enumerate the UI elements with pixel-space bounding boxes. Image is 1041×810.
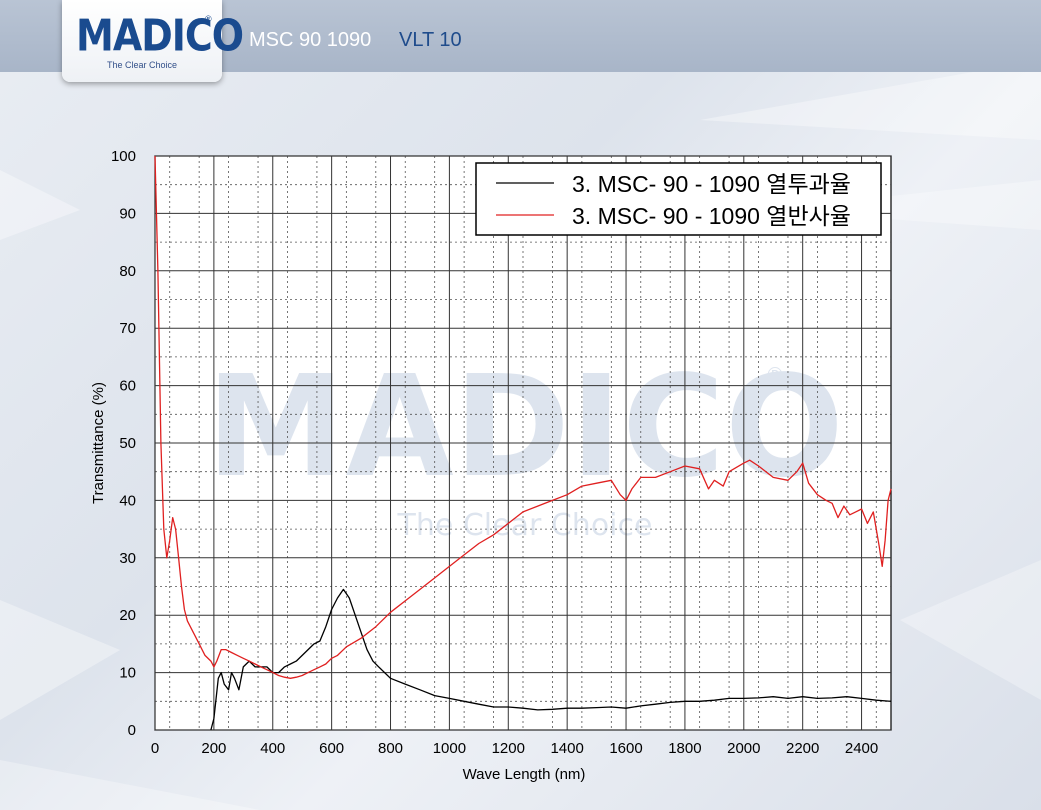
x-tick-label: 600 [319, 740, 344, 757]
x-tick-label: 800 [378, 740, 403, 757]
y-tick-label: 30 [119, 550, 136, 567]
y-tick-label: 20 [119, 607, 136, 624]
y-axis-label: Transmittance (%) [90, 382, 107, 504]
y-tick-label: 0 [128, 722, 136, 739]
y-tick-label: 40 [119, 492, 136, 509]
axis-tick-labels: 0 200 400 600 800 1000 1200 1400 1600 1800 2000 220… [111, 148, 878, 757]
y-tick-label: 80 [119, 263, 136, 280]
x-tick-label: 0 [151, 740, 159, 757]
legend-entry: 3. MSC- 90 - 1090 열투과율 [572, 171, 851, 197]
x-tick-label: 200 [201, 740, 226, 757]
y-tick-label: 100 [111, 148, 136, 165]
registered-mark: ® [205, 14, 212, 24]
watermark-tagline: The Clear Choice [397, 508, 653, 543]
watermark-registered-mark: ® [765, 363, 785, 387]
legend-entry: 3. MSC- 90 - 1090 열반사율 [572, 203, 851, 229]
x-tick-label: 1400 [550, 740, 583, 757]
x-tick-label: 1600 [609, 740, 642, 757]
legend-box [475, 162, 882, 236]
x-tick-label: 2400 [845, 740, 878, 757]
y-tick-label: 90 [119, 205, 136, 222]
vlt-title: VLT 10 [399, 29, 462, 51]
y-tick-label: 60 [119, 378, 136, 395]
legend: 3. MSC- 90 - 1090 열투과율 3. MSC- 90 - 1090 … [475, 162, 882, 236]
y-tick-label: 50 [119, 435, 136, 452]
chart-watermark: MADICO ® The Clear Choice [206, 346, 844, 543]
x-tick-label: 2000 [727, 740, 760, 757]
y-tick-label: 10 [119, 665, 136, 682]
grid-lines [154, 155, 891, 731]
x-axis-label: Wave Length (nm) [463, 766, 586, 783]
y-tick-label: 70 [119, 320, 136, 337]
x-tick-label: 1000 [433, 740, 466, 757]
series-line-1 [210, 588, 892, 731]
brand-logo: MADICO ® The Clear Choice [62, 0, 244, 82]
series-lines [154, 155, 892, 731]
model-title: MSC 90 1090 [249, 29, 372, 51]
brand-tagline: The Clear Choice [106, 60, 178, 70]
x-tick-label: 400 [260, 740, 285, 757]
x-tick-label: 1200 [492, 740, 525, 757]
x-tick-label: 2200 [786, 740, 819, 757]
series-line-2 [154, 155, 892, 679]
x-tick-label: 1800 [668, 740, 701, 757]
brand-name: MADICO [76, 10, 244, 61]
watermark-brand: MADICO [206, 346, 844, 509]
